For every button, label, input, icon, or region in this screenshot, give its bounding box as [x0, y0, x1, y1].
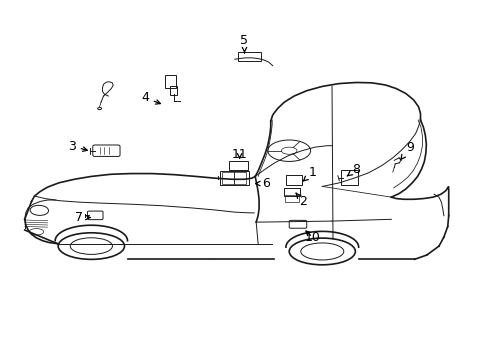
Text: 6: 6: [255, 177, 270, 190]
Text: 4: 4: [141, 91, 160, 104]
Text: 10: 10: [304, 231, 320, 244]
Text: 8: 8: [346, 163, 360, 176]
Text: 3: 3: [68, 140, 87, 153]
Text: 5: 5: [240, 34, 248, 53]
Text: 11: 11: [231, 148, 247, 162]
Text: 2: 2: [295, 193, 306, 208]
Text: 9: 9: [400, 141, 413, 159]
Text: 7: 7: [75, 211, 90, 224]
Text: 1: 1: [303, 166, 316, 181]
